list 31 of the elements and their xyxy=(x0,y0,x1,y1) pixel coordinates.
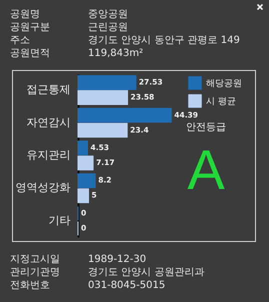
text: 중앙공원 xyxy=(88,9,129,22)
bar xyxy=(78,173,96,188)
bar xyxy=(78,75,136,90)
text: 공원명 xyxy=(10,9,41,22)
y-tick-label: 영역성강화 xyxy=(16,181,70,194)
text: 전화번호 xyxy=(10,280,51,293)
legend-label: 해당공원 xyxy=(206,79,242,89)
text: 주소 xyxy=(10,35,31,48)
bar xyxy=(78,90,128,105)
text: 관리기관명 xyxy=(10,267,61,280)
text: 안전등급 xyxy=(186,122,226,133)
bar xyxy=(78,156,94,170)
text: 031-8045-5015 xyxy=(88,280,166,293)
text: 공원구분 xyxy=(10,22,51,35)
y-tick-label: 접근통제 xyxy=(26,83,70,96)
y-tick-label: 자연감시 xyxy=(26,116,70,129)
bar xyxy=(78,122,128,138)
text: 경기도 안양시 공원관리과 xyxy=(88,267,204,280)
text: 경기도 안양시 동안구 관평로 149 xyxy=(88,35,240,48)
text: 공원면적 xyxy=(10,48,51,61)
text: 지정고시일 xyxy=(10,254,61,267)
text: A xyxy=(187,138,226,201)
bar xyxy=(78,140,88,156)
bar xyxy=(78,188,90,204)
y-tick-label: 기타 xyxy=(48,214,70,227)
y-tick-label: 유지관리 xyxy=(26,148,70,162)
text: 1989-12-30 xyxy=(88,254,148,267)
bar xyxy=(78,108,172,123)
legend-label: 시 평균 xyxy=(206,97,236,107)
text: 119,843m² xyxy=(88,48,144,61)
text: 근린공원 xyxy=(88,22,129,35)
